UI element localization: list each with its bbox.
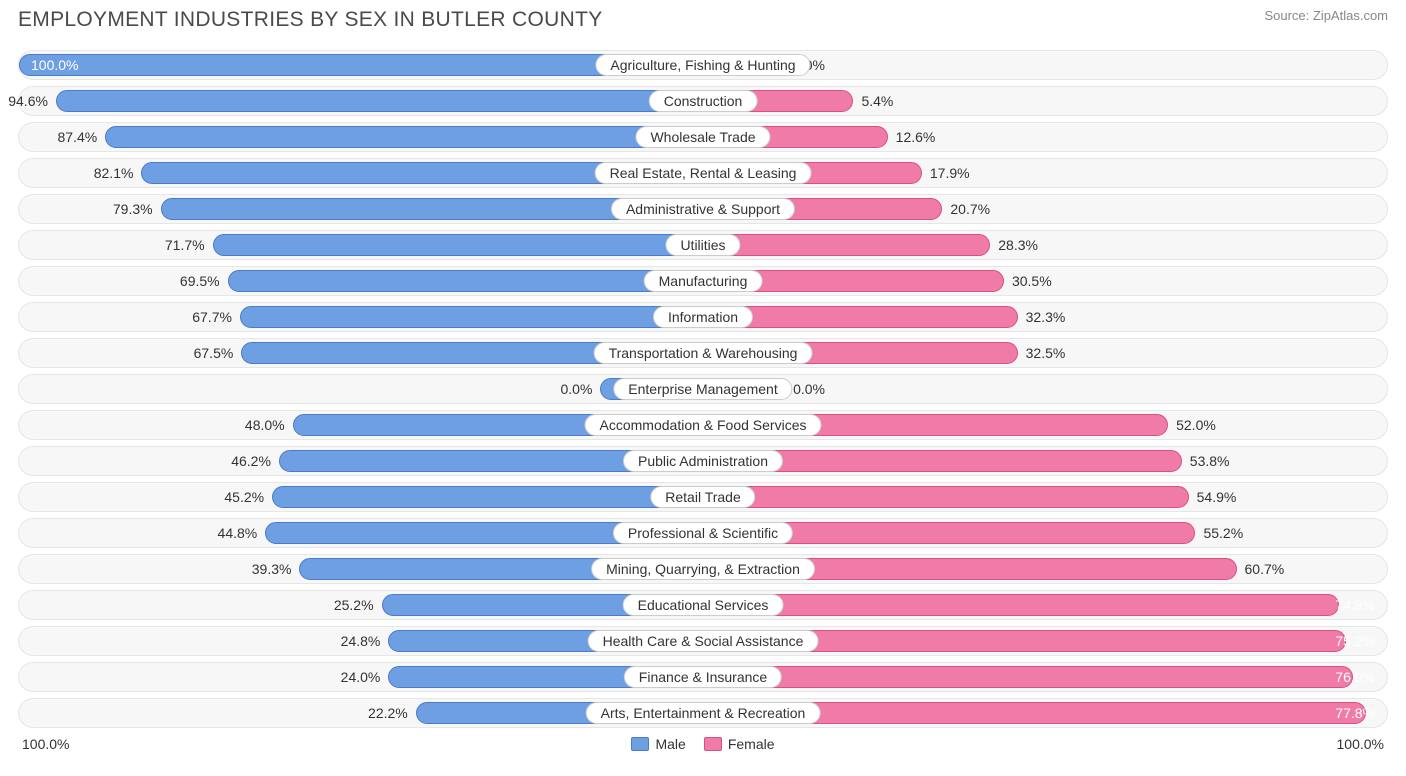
swatch-female (704, 737, 722, 751)
category-label: Arts, Entertainment & Recreation (586, 702, 821, 724)
chart-row: 82.1% 17.9% Real Estate, Rental & Leasing (18, 158, 1388, 188)
male-value: 67.5% (194, 345, 234, 361)
swatch-male (631, 737, 649, 751)
male-value: 24.0% (341, 669, 381, 685)
male-value: 94.6% (8, 93, 48, 109)
male-value: 0.0% (560, 381, 592, 397)
category-label: Health Care & Social Assistance (588, 630, 819, 652)
category-label: Real Estate, Rental & Leasing (595, 162, 812, 184)
category-label: Construction (649, 90, 758, 112)
chart-row: 45.2% 54.9% Retail Trade (18, 482, 1388, 512)
chart-row: 71.7% 28.3% Utilities (18, 230, 1388, 260)
male-value: 39.3% (252, 561, 292, 577)
female-bar (703, 486, 1189, 508)
category-label: Mining, Quarrying, & Extraction (591, 558, 815, 580)
male-value: 69.5% (180, 273, 220, 289)
chart-row: 94.6%5.4%Construction (18, 86, 1388, 116)
male-bar (240, 306, 703, 328)
male-value: 48.0% (245, 417, 285, 433)
legend-female-label: Female (728, 736, 775, 752)
female-bar (703, 666, 1353, 688)
male-value: 100.0% (31, 57, 78, 73)
female-value: 5.4% (861, 93, 893, 109)
chart-row: 48.0% 52.0% Accommodation & Food Services (18, 410, 1388, 440)
male-value: 25.2% (334, 597, 374, 613)
category-label: Public Administration (623, 450, 783, 472)
male-value: 79.3% (113, 201, 153, 217)
category-label: Administrative & Support (611, 198, 795, 220)
category-label: Finance & Insurance (624, 666, 782, 688)
chart-row: 44.8% 55.2% Professional & Scientific (18, 518, 1388, 548)
category-label: Accommodation & Food Services (585, 414, 822, 436)
category-label: Transportation & Warehousing (594, 342, 813, 364)
female-value: 52.0% (1176, 417, 1216, 433)
category-label: Retail Trade (650, 486, 755, 508)
male-value: 45.2% (224, 489, 264, 505)
category-label: Enterprise Management (613, 378, 792, 400)
chart-row: 67.7% 32.3% Information (18, 302, 1388, 332)
male-value: 87.4% (57, 129, 97, 145)
legend-male: Male (631, 736, 685, 752)
category-label: Wholesale Trade (635, 126, 770, 148)
category-label: Professional & Scientific (613, 522, 793, 544)
chart-row: 39.3% 60.7% Mining, Quarrying, & Extractio… (18, 554, 1388, 584)
legend: Male Female (631, 736, 774, 752)
female-value: 0.0% (793, 381, 825, 397)
chart-row: 87.4% 12.6% Wholesale Trade (18, 122, 1388, 152)
axis-left-label: 100.0% (22, 736, 69, 752)
chart-row: 0.0%0.0%Enterprise Management (18, 374, 1388, 404)
female-value: 60.7% (1245, 561, 1285, 577)
male-value: 82.1% (94, 165, 134, 181)
category-label: Agriculture, Fishing & Hunting (595, 54, 810, 76)
female-value: 74.8% (1335, 597, 1375, 613)
legend-female: Female (704, 736, 775, 752)
category-label: Manufacturing (644, 270, 763, 292)
male-value: 71.7% (165, 237, 205, 253)
axis-right-label: 100.0% (1337, 736, 1384, 752)
female-value: 53.8% (1190, 453, 1230, 469)
female-value: 76.0% (1335, 669, 1375, 685)
female-bar (703, 234, 990, 256)
chart-row: 24.8% 75.2% Health Care & Social Assistanc… (18, 626, 1388, 656)
male-bar (105, 126, 703, 148)
female-value: 17.9% (930, 165, 970, 181)
female-value: 20.7% (950, 201, 990, 217)
male-bar (213, 234, 703, 256)
chart-row: 46.2% 53.8% Public Administration (18, 446, 1388, 476)
male-value: 22.2% (368, 705, 408, 721)
female-value: 32.5% (1026, 345, 1066, 361)
legend-male-label: Male (655, 736, 685, 752)
female-value: 77.8% (1335, 705, 1375, 721)
chart-title: EMPLOYMENT INDUSTRIES BY SEX IN BUTLER C… (18, 8, 603, 32)
male-bar (56, 90, 703, 112)
female-bar (703, 594, 1339, 616)
chart-source: Source: ZipAtlas.com (1264, 8, 1388, 23)
female-value: 75.2% (1335, 633, 1375, 649)
male-value: 67.7% (192, 309, 232, 325)
chart-row: 24.0% 76.0% Finance & Insurance (18, 662, 1388, 692)
chart-row: 25.2% 74.8% Educational Services (18, 590, 1388, 620)
category-label: Information (653, 306, 753, 328)
female-value: 30.5% (1012, 273, 1052, 289)
chart-row: 67.5% 32.5% Transportation & Warehousing (18, 338, 1388, 368)
female-value: 55.2% (1203, 525, 1243, 541)
male-bar (272, 486, 703, 508)
chart-row: 22.2% 77.8% Arts, Entertainment & Recreati… (18, 698, 1388, 728)
diverging-bar-chart: 100.0%0.0%Agriculture, Fishing & Hunting… (18, 50, 1388, 728)
female-value: 12.6% (896, 129, 936, 145)
female-value: 54.9% (1197, 489, 1237, 505)
chart-row: 100.0%0.0%Agriculture, Fishing & Hunting (18, 50, 1388, 80)
category-label: Educational Services (623, 594, 784, 616)
male-value: 46.2% (231, 453, 271, 469)
chart-row: 69.5% 30.5% Manufacturing (18, 266, 1388, 296)
male-value: 44.8% (218, 525, 258, 541)
male-value: 24.8% (341, 633, 381, 649)
male-bar (228, 270, 703, 292)
axis-row: 100.0% Male Female 100.0% (18, 736, 1388, 752)
female-value: 28.3% (998, 237, 1038, 253)
female-value: 32.3% (1026, 309, 1066, 325)
chart-row: 79.3% 20.7% Administrative & Support (18, 194, 1388, 224)
category-label: Utilities (665, 234, 740, 256)
